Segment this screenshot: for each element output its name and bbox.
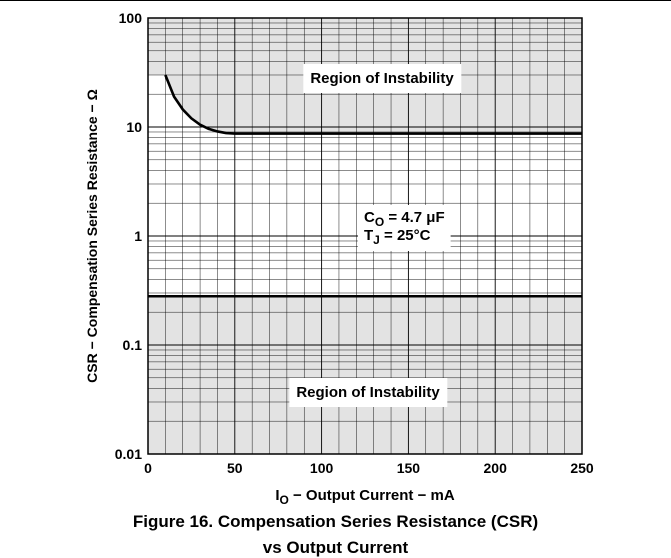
capacitance-subscript: O xyxy=(375,215,384,229)
x-axis-label-symbol: I xyxy=(275,487,279,504)
x-axis-label-text: − Output Current − mA xyxy=(289,487,455,504)
plot-frame xyxy=(147,17,583,455)
lower-instability-region xyxy=(148,296,582,454)
figure-caption-subtitle: vs Output Current xyxy=(262,538,409,557)
top-rule xyxy=(0,0,671,1)
capacitance-label: CO = 4.7 μF xyxy=(364,209,445,229)
upper-region-label: Region of Instability xyxy=(310,70,454,87)
upper-region-label-box xyxy=(303,64,462,93)
temperature-label: TJ = 25°C xyxy=(364,227,431,247)
temperature-subscript: J xyxy=(373,233,380,247)
lower-region-label-box xyxy=(289,378,448,407)
capacitance-value: = 4.7 μF xyxy=(384,209,444,226)
lower-region-label: Region of Instability xyxy=(296,384,440,401)
y-axis-label: CSR − Compensation Series Resistance − Ω xyxy=(84,89,100,383)
x-tick-label: 0 xyxy=(144,460,152,476)
x-tick-label: 200 xyxy=(484,460,508,476)
y-tick-label: 10 xyxy=(126,119,142,135)
y-tick-label: 0.1 xyxy=(123,337,143,353)
x-tick-label: 250 xyxy=(570,460,594,476)
x-tick-label: 150 xyxy=(397,460,421,476)
csr-chart: 0 50 100 150 200 250 0.01 0.1 1 10 100 Region of I… xyxy=(84,10,594,507)
figure-caption: Figure 16. Compensation Series Resistanc… xyxy=(132,512,539,531)
y-tick-label: 100 xyxy=(119,10,143,26)
upper-stability-boundary xyxy=(164,74,582,135)
x-tick-label: 50 xyxy=(227,460,243,476)
capacitance-symbol: C xyxy=(364,209,375,226)
conditions-label-box xyxy=(358,205,451,251)
temperature-symbol: T xyxy=(364,227,373,244)
x-axis-label-subscript: O xyxy=(279,493,288,507)
temperature-value: = 25°C xyxy=(380,227,431,244)
x-axis-label: IO − Output Current − mA xyxy=(275,487,455,507)
y-tick-label: 0.01 xyxy=(115,446,142,462)
y-tick-label: 1 xyxy=(134,228,142,244)
x-tick-label: 100 xyxy=(310,460,334,476)
